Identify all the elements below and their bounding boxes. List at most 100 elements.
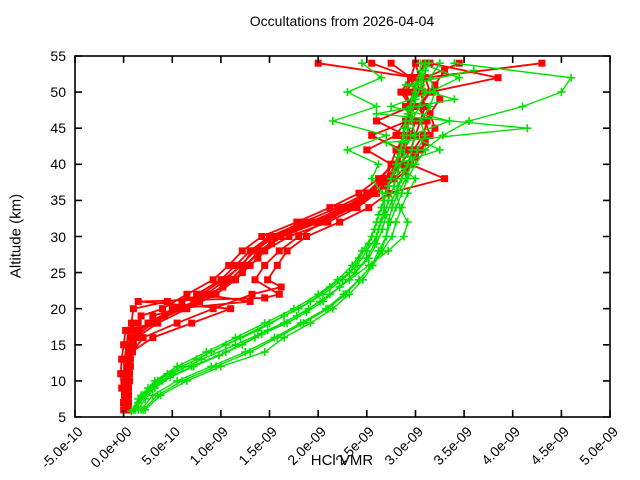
plus-marker (148, 391, 157, 400)
plus-marker (421, 145, 430, 154)
plus-marker (139, 391, 148, 400)
square-marker (134, 326, 142, 334)
square-marker (368, 59, 376, 67)
square-marker (426, 110, 434, 118)
square-marker (538, 59, 546, 67)
plus-marker (187, 362, 196, 371)
square-marker (368, 131, 376, 139)
plus-marker (397, 138, 406, 147)
plus-marker (450, 59, 459, 68)
plus-marker (399, 124, 408, 133)
plus-marker (407, 145, 416, 154)
square-marker (275, 290, 283, 298)
plus-marker (362, 246, 371, 255)
square-marker (273, 261, 281, 269)
plus-marker (367, 174, 376, 183)
plus-marker (382, 138, 391, 147)
square-marker (326, 204, 334, 212)
square-marker (125, 399, 132, 407)
plus-marker (358, 275, 367, 284)
plus-marker (280, 333, 289, 342)
square-marker (285, 233, 293, 240)
plus-marker (411, 174, 420, 183)
square-marker (144, 319, 152, 327)
plus-marker (380, 203, 389, 212)
plus-marker (372, 102, 381, 111)
plus-marker (207, 348, 216, 356)
square-marker (163, 298, 171, 305)
square-marker (412, 74, 419, 82)
occultation-profiles-green (127, 59, 576, 416)
plus-marker (382, 210, 391, 219)
plus-marker (374, 210, 383, 219)
plus-marker (378, 225, 387, 234)
square-marker (193, 290, 201, 298)
square-marker (426, 131, 434, 139)
plus-marker (370, 225, 379, 234)
square-marker (137, 312, 145, 320)
square-marker (336, 218, 344, 226)
profile-line (126, 62, 543, 410)
plus-marker (416, 59, 425, 68)
square-marker (258, 233, 266, 240)
square-marker (120, 399, 128, 407)
square-marker (268, 233, 275, 240)
plus-marker (416, 66, 425, 75)
plus-marker (306, 319, 315, 328)
square-marker (161, 312, 168, 320)
plus-marker (378, 189, 387, 198)
square-marker (219, 283, 227, 291)
y-tick-label: 55 (50, 48, 66, 64)
square-marker (209, 305, 217, 313)
square-marker (124, 391, 131, 399)
plus-marker (322, 304, 330, 313)
square-marker (238, 269, 246, 277)
square-marker (159, 305, 166, 313)
plus-marker (392, 218, 400, 227)
square-marker (122, 326, 130, 334)
plus-marker (251, 333, 259, 342)
square-marker (154, 319, 162, 327)
square-marker (183, 305, 191, 313)
square-marker (345, 204, 353, 212)
plus-marker (411, 80, 420, 89)
plus-marker (345, 290, 354, 299)
square-marker (188, 319, 196, 327)
square-marker (198, 290, 205, 298)
plus-marker (435, 59, 444, 68)
square-marker (316, 218, 324, 226)
square-marker (121, 370, 129, 378)
square-marker (149, 312, 157, 320)
plus-marker (328, 117, 337, 125)
plus-marker (294, 304, 303, 313)
square-marker (290, 225, 298, 233)
plus-marker (216, 362, 225, 371)
plus-marker (387, 102, 396, 111)
plus-marker (567, 73, 576, 82)
square-marker (387, 59, 395, 67)
plus-marker (129, 405, 138, 414)
plus-marker (469, 66, 478, 75)
square-marker (258, 247, 266, 255)
y-tick-label: 10 (50, 372, 66, 389)
square-marker (277, 233, 285, 240)
square-marker (431, 124, 439, 132)
plus-marker (393, 153, 402, 162)
plus-marker (399, 232, 408, 241)
plus-marker (372, 239, 381, 248)
square-marker (251, 276, 259, 284)
square-marker (126, 363, 133, 370)
plus-marker (182, 376, 191, 385)
plus-marker (173, 376, 182, 385)
square-marker (400, 88, 408, 96)
square-marker (314, 59, 322, 67)
square-marker (261, 261, 269, 269)
square-marker (283, 247, 291, 255)
square-marker (118, 355, 126, 363)
y-tick-label: 5 (58, 409, 66, 425)
y-tick-label: 25 (50, 264, 66, 281)
square-marker (334, 204, 342, 212)
plus-marker (435, 145, 444, 154)
square-marker (190, 298, 198, 305)
